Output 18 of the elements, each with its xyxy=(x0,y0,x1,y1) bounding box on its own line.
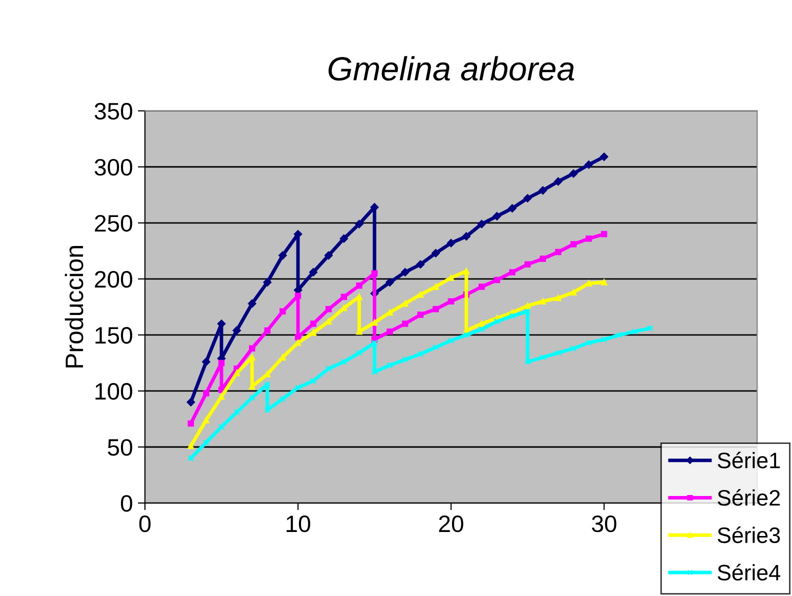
y-axis-title: Produccion xyxy=(64,246,84,368)
y-tick-label: 350 xyxy=(94,102,132,120)
chart-title: Gmelina arborea xyxy=(328,56,574,81)
x-tick-label: 30 xyxy=(592,515,616,532)
y-tick-label: 100 xyxy=(96,383,132,400)
legend-label: Série3 xyxy=(718,526,780,544)
y-tick-label: 50 xyxy=(108,439,132,456)
y-tick-label: 300 xyxy=(94,158,132,176)
legend-label: Série4 xyxy=(718,564,780,580)
x-tick-label: 20 xyxy=(439,515,464,532)
legend-label: Série1 xyxy=(718,452,780,468)
y-tick-label: 150 xyxy=(96,327,132,344)
x-tick-label: 10 xyxy=(286,515,310,532)
y-tick-label: 0 xyxy=(120,495,132,512)
legend-label: Série2 xyxy=(718,489,780,506)
y-tick-label: 200 xyxy=(94,270,132,288)
x-tick-label: 0 xyxy=(139,515,151,532)
y-tick-label: 250 xyxy=(94,214,132,232)
